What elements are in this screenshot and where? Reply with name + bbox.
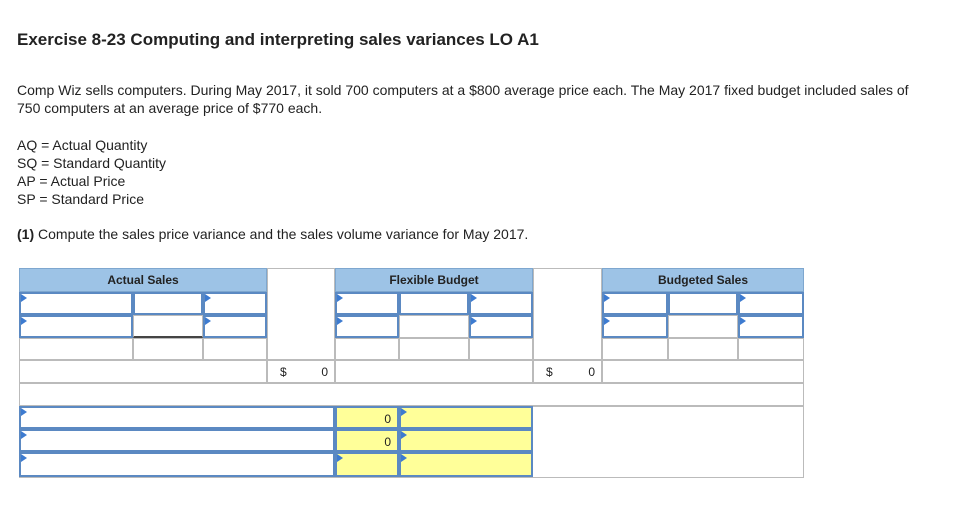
price-variance-value: 0 [384,412,391,426]
totals-row-middle [335,360,533,383]
header-flexible-budget: Flexible Budget [335,268,533,292]
spacer-row [19,383,804,406]
budgeted-row2-price-input[interactable] [738,315,804,338]
dropdown-arrow-icon [21,317,27,325]
dropdown-arrow-icon [21,431,27,439]
budgeted-row3-value [668,338,738,360]
dropdown-arrow-icon [205,317,211,325]
question-number: (1) [17,226,35,242]
header-budgeted-sales: Budgeted Sales [602,268,804,292]
dropdown-arrow-icon [604,294,610,302]
definition-sp: SP = Standard Price [17,191,144,207]
flexible-row2-value-input[interactable] [399,315,469,338]
definition-sq: SQ = Standard Quantity [17,155,167,171]
volume-variance-label-input[interactable] [19,429,335,452]
actual-total-value: 0 [321,365,328,379]
volume-variance-value-cell: 0 [335,429,399,452]
price-variance-value-cell: 0 [335,406,399,429]
actual-price-label-input[interactable] [203,292,267,315]
dropdown-arrow-icon [21,294,27,302]
totals-row-right [602,360,804,383]
actual-row2-price-input[interactable] [203,315,267,338]
dropdown-arrow-icon [401,454,407,462]
total-variance-type-select[interactable] [399,452,533,477]
spacer-column-1 [267,268,335,360]
header-actual-sales: Actual Sales [19,268,267,292]
flexible-row3-value [399,338,469,360]
definition-aq: AQ = Actual Quantity [17,137,148,153]
currency-symbol: $ [280,365,287,379]
dropdown-arrow-icon [401,408,407,416]
actual-row2-value-input[interactable] [133,315,203,338]
question-1: (1) Compute the sales price variance and… [17,226,528,242]
flexible-quantity-label-input[interactable] [335,292,399,315]
dropdown-arrow-icon [740,294,746,302]
dropdown-arrow-icon [604,317,610,325]
flexible-price-label-input[interactable] [469,292,533,315]
budgeted-row3-price [738,338,804,360]
flexible-row2-price-input[interactable] [469,315,533,338]
flexible-total-cell: $ 0 [533,360,602,383]
actual-quantity-input[interactable] [133,292,203,315]
budgeted-quantity-input[interactable] [668,292,738,315]
spacer-column-2 [533,268,602,360]
budgeted-price-label-input[interactable] [738,292,804,315]
totals-row-left [19,360,267,383]
price-variance-type-select[interactable] [399,406,533,429]
flexible-row2-label-input[interactable] [335,315,399,338]
flexible-row3-price [469,338,533,360]
budgeted-quantity-label-input[interactable] [602,292,668,315]
definition-ap: AP = Actual Price [17,173,126,189]
dropdown-arrow-icon [205,294,211,302]
volume-variance-value: 0 [384,435,391,449]
budgeted-row3-label [602,338,668,360]
dropdown-arrow-icon [21,454,27,462]
budgeted-row2-value-input[interactable] [668,315,738,338]
problem-statement: Comp Wiz sells computers. During May 201… [17,82,909,116]
budgeted-row2-label-input[interactable] [602,315,668,338]
actual-quantity-label-input[interactable] [19,292,133,315]
actual-row3-value [133,338,203,360]
total-variance-label-input[interactable] [19,452,335,477]
volume-variance-type-select[interactable] [399,429,533,452]
actual-total-cell: $ 0 [267,360,335,383]
actual-row2-label-input[interactable] [19,315,133,338]
currency-symbol: $ [546,365,553,379]
actual-row3-label [19,338,133,360]
dropdown-arrow-icon [337,294,343,302]
total-variance-value-cell [335,452,399,477]
dropdown-arrow-icon [471,317,477,325]
dropdown-arrow-icon [21,408,27,416]
price-variance-label-input[interactable] [19,406,335,429]
flexible-quantity-input[interactable] [399,292,469,315]
dropdown-arrow-icon [337,454,343,462]
definitions-list: AQ = Actual Quantity SQ = Standard Quant… [17,136,166,208]
flexible-total-value: 0 [588,365,595,379]
dropdown-arrow-icon [471,294,477,302]
dropdown-arrow-icon [337,317,343,325]
actual-row3-price [203,338,267,360]
dropdown-arrow-icon [401,431,407,439]
question-text: Compute the sales price variance and the… [34,226,529,242]
dropdown-arrow-icon [740,317,746,325]
exercise-title: Exercise 8-23 Computing and interpreting… [17,30,539,49]
flexible-row3-label [335,338,399,360]
